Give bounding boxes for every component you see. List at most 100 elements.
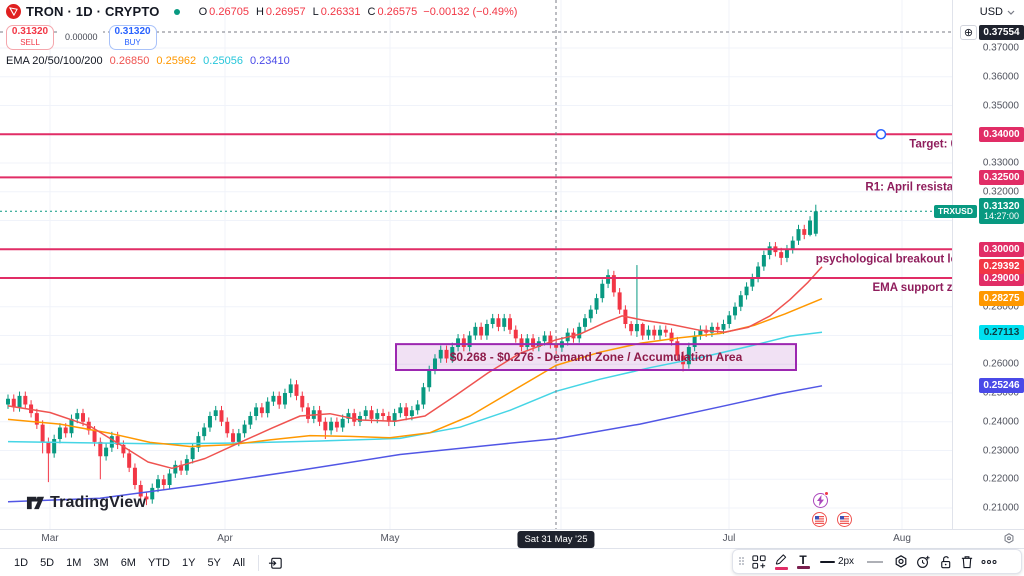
line-style-button[interactable]: [861, 551, 889, 573]
range-button-6m[interactable]: 6M: [115, 554, 142, 572]
candlestick: [34, 413, 39, 425]
price-tick: 0.36000: [982, 71, 1019, 83]
candlestick: [744, 286, 749, 296]
range-button-5d[interactable]: 5D: [34, 554, 60, 572]
range-button-ytd[interactable]: YTD: [142, 554, 176, 572]
candlestick: [138, 485, 143, 497]
candlestick: [692, 335, 697, 347]
range-button-1y[interactable]: 1Y: [176, 554, 201, 572]
drawing-settings-button[interactable]: [891, 551, 911, 573]
thin-line-icon: [867, 560, 883, 563]
price-level-badge: 0.29000: [979, 270, 1024, 286]
candlestick: [369, 410, 374, 419]
line-width-button[interactable]: 2px: [815, 551, 859, 573]
candlestick: [92, 430, 97, 442]
candlestick: [161, 479, 166, 485]
range-button-5y[interactable]: 5Y: [201, 554, 226, 572]
demand-zone-fill[interactable]: [396, 344, 796, 370]
candlestick: [663, 329, 668, 333]
low-label: L: [312, 5, 319, 18]
ema-20-line[interactable]: [7, 266, 823, 470]
candlestick: [790, 240, 795, 250]
drag-dots-icon: [739, 557, 745, 566]
tradingview-watermark[interactable]: TradingView: [26, 493, 146, 512]
candlestick: [698, 329, 703, 336]
text-color-button[interactable]: T: [793, 551, 813, 573]
key-events-icon[interactable]: [813, 493, 828, 508]
axis-settings-icon[interactable]: [1002, 532, 1016, 549]
symbol-title[interactable]: TRON · 1D · CRYPTO: [26, 4, 160, 19]
currency-dropdown[interactable]: USD: [975, 4, 1020, 20]
ellipsis-icon: [981, 559, 997, 564]
candlestick: [709, 326, 714, 333]
price-tick: 0.35000: [982, 100, 1019, 111]
candlestick: [40, 424, 45, 442]
toolbar-drag-handle[interactable]: [737, 551, 747, 573]
candlestick: [17, 395, 22, 408]
go-to-date-button[interactable]: [266, 553, 286, 573]
candlestick: [329, 421, 334, 431]
candlestick: [306, 407, 311, 419]
template-button[interactable]: [749, 551, 769, 573]
last-price-badge: 0.31320 14:27:00: [979, 198, 1024, 225]
range-button-1m[interactable]: 1M: [60, 554, 87, 572]
close-value: 0.26575: [377, 5, 418, 18]
delete-button[interactable]: [957, 551, 977, 573]
gear-icon: [895, 554, 907, 568]
price-tick: 0.22000: [982, 473, 1019, 485]
market-status-dot[interactable]: [173, 8, 180, 15]
bar-countdown: 14:27:00: [983, 210, 1020, 221]
candlestick: [525, 338, 530, 347]
candlestick: [271, 395, 276, 402]
candlestick: [600, 283, 605, 299]
range-button-1d[interactable]: 1D: [8, 554, 34, 572]
candlestick: [248, 416, 253, 425]
ema-50-line[interactable]: [7, 298, 823, 448]
candlestick: [629, 324, 634, 332]
pencil-icon: [775, 554, 787, 565]
more-options-button[interactable]: [979, 551, 999, 573]
candlestick: [606, 275, 611, 284]
candlestick: [813, 211, 818, 234]
candlestick: [409, 410, 414, 416]
buy-button[interactable]: 0.31320 BUY: [108, 24, 157, 50]
ema-100-line[interactable]: [7, 331, 823, 445]
candlestick: [254, 407, 259, 416]
add-alert-button[interactable]: [913, 551, 933, 573]
range-button-3m[interactable]: 3M: [87, 554, 114, 572]
price-line-label: Target: 0.34: [909, 138, 952, 150]
low-value: 0.26331: [320, 5, 361, 18]
ema-indicator-legend[interactable]: EMA 20/50/100/200 0.26850 0.25962 0.25056 0…: [6, 55, 517, 67]
candlestick: [179, 464, 184, 471]
time-tick: Jul: [722, 533, 736, 544]
sell-button[interactable]: 0.31320 SELL: [6, 24, 54, 50]
price-chart-canvas[interactable]: Target: 0.34 R1: April resistance psycholo…: [0, 0, 952, 529]
buy-label: BUY: [124, 38, 141, 47]
candlestick: [81, 413, 86, 422]
price-axis[interactable]: USD 0.37000 0.36000 0.35000 0.33000 0.32000 0…: [934, 0, 1024, 529]
candlestick: [640, 324, 645, 336]
price-tick: 0.26000: [982, 358, 1019, 370]
us-flag-event-icon[interactable]: [837, 512, 852, 527]
candlestick: [577, 326, 582, 339]
ema-200-line[interactable]: [7, 385, 823, 503]
price-line-label: R1: April resistance: [865, 181, 952, 193]
range-button-all[interactable]: All: [227, 554, 251, 572]
candlestick: [721, 324, 726, 330]
sell-label: SELL: [20, 38, 40, 47]
candlestick: [658, 329, 663, 336]
candlestick: [173, 464, 178, 474]
grid-plus-icon: [752, 554, 766, 569]
line-color-button[interactable]: [771, 551, 791, 573]
time-axis[interactable]: Mar Apr May Jul Aug Sat 31 May '25: [0, 529, 1024, 548]
candlestick: [531, 338, 536, 347]
line-handle[interactable]: [875, 129, 887, 140]
candlestick: [479, 326, 484, 336]
us-flag-event-icon[interactable]: [812, 512, 827, 527]
add-alert-plus-icon[interactable]: ⊕: [960, 24, 977, 40]
demand-zone-border[interactable]: [395, 343, 797, 371]
lock-button[interactable]: [935, 551, 955, 573]
candlestick: [427, 370, 432, 388]
ema-legend-values: 0.26850 0.25962 0.25056 0.23410: [110, 55, 290, 67]
candlestick: [225, 421, 230, 434]
